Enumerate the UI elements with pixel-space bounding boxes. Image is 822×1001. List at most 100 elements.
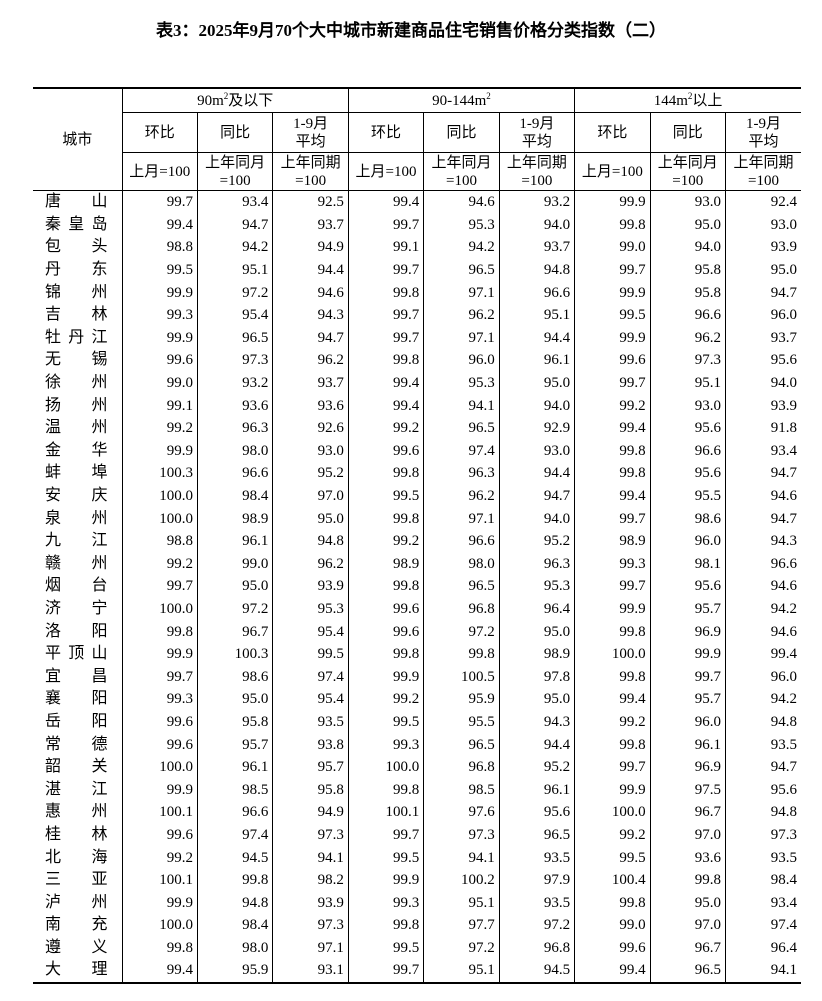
city-cell: 徐州 xyxy=(33,371,123,395)
index-value: 94.3 xyxy=(498,710,576,734)
index-value: 99.8 xyxy=(574,665,651,689)
table-row: 湛江 99.9 98.5 95.8 99.8 98.5 96.1 99.9 97.5 95.6 xyxy=(33,778,801,802)
index-value: 99.9 xyxy=(347,665,425,689)
city-name: 牡丹江 xyxy=(45,328,108,346)
city-name: 宜昌 xyxy=(45,667,108,685)
index-value: 99.4 xyxy=(574,688,651,711)
index-value: 94.9 xyxy=(272,801,349,824)
index-value: 96.2 xyxy=(272,349,349,372)
group-header: 90-144m2 xyxy=(347,87,576,113)
index-value: 98.2 xyxy=(272,868,349,892)
index-value: 95.1 xyxy=(498,303,576,327)
index-value: 93.6 xyxy=(272,394,349,417)
city-name: 秦皇岛 xyxy=(45,215,108,233)
city-cell: 烟台 xyxy=(33,575,123,598)
index-value: 95.4 xyxy=(196,303,274,327)
index-value: 97.4 xyxy=(196,823,274,847)
table-row: 牡丹江 99.9 96.5 94.7 99.7 97.1 94.4 99.9 96.2 93.7 xyxy=(33,326,801,350)
index-value: 99.0 xyxy=(121,371,198,395)
index-value: 99.2 xyxy=(121,846,198,869)
city-cell: 湛江 xyxy=(33,778,123,802)
index-value: 92.6 xyxy=(272,416,349,440)
table-row: 蚌埠 100.3 96.6 95.2 99.8 96.3 94.4 99.8 95.6 94.7 xyxy=(33,462,801,485)
index-value: 100.0 xyxy=(574,801,651,824)
index-value: 96.2 xyxy=(423,484,500,508)
index-value: 95.0 xyxy=(498,688,576,711)
sub-header: 环比 xyxy=(574,112,651,153)
index-value: 93.0 xyxy=(649,190,727,214)
index-value: 96.6 xyxy=(498,281,576,304)
index-value: 95.0 xyxy=(196,688,274,711)
city-name: 遵义 xyxy=(45,938,108,956)
index-value: 92.5 xyxy=(272,190,349,214)
index-value: 94.4 xyxy=(272,258,349,282)
city-cell: 扬州 xyxy=(33,394,123,417)
table-row: 吉林 99.3 95.4 94.3 99.7 96.2 95.1 99.5 96.6 96.0 xyxy=(33,303,801,327)
index-value: 99.6 xyxy=(347,439,425,463)
index-value: 95.6 xyxy=(649,462,727,485)
index-value: 96.1 xyxy=(649,733,727,756)
table-row: 洛阳 99.8 96.7 95.4 99.6 97.2 95.0 99.8 96.9 94.6 xyxy=(33,620,801,643)
index-value: 98.1 xyxy=(649,552,727,576)
index-value: 93.7 xyxy=(272,213,349,237)
index-value: 93.9 xyxy=(725,236,801,259)
city-cell: 九江 xyxy=(33,529,123,553)
index-value: 99.8 xyxy=(347,642,425,666)
index-value: 99.7 xyxy=(649,665,727,689)
index-value: 96.0 xyxy=(649,529,727,553)
index-value: 99.9 xyxy=(574,597,651,621)
index-value: 91.8 xyxy=(725,416,801,440)
group-header: 90m2及以下 xyxy=(121,87,349,113)
index-value: 96.5 xyxy=(423,733,500,756)
index-value: 94.4 xyxy=(498,326,576,350)
index-value: 99.7 xyxy=(574,755,651,779)
index-value: 94.0 xyxy=(498,394,576,417)
index-value: 99.8 xyxy=(347,349,425,372)
index-value: 96.8 xyxy=(423,597,500,621)
index-value: 95.1 xyxy=(649,371,727,395)
index-value: 99.2 xyxy=(574,710,651,734)
base-header: 上月=100 xyxy=(122,152,198,191)
index-value: 95.6 xyxy=(725,349,801,372)
city-cell: 丹东 xyxy=(33,258,123,282)
index-value: 95.8 xyxy=(649,258,727,282)
index-value: 99.7 xyxy=(121,575,198,598)
index-value: 94.4 xyxy=(498,733,576,756)
table-row: 徐州 99.0 93.2 93.7 99.4 95.3 95.0 99.7 95.1 94.0 xyxy=(33,371,801,395)
city-name: 吉林 xyxy=(45,306,108,324)
index-value: 96.5 xyxy=(498,823,576,847)
index-value: 99.9 xyxy=(121,778,198,802)
city-cell: 宜昌 xyxy=(33,665,123,689)
city-cell: 南充 xyxy=(33,914,123,937)
index-value: 94.8 xyxy=(725,801,801,824)
index-value: 94.0 xyxy=(649,236,727,259)
index-value: 99.9 xyxy=(121,642,198,666)
index-value: 99.8 xyxy=(574,733,651,756)
index-value: 96.5 xyxy=(649,959,727,984)
index-value: 99.3 xyxy=(121,688,198,711)
table-row: 襄阳 99.3 95.0 95.4 99.2 95.9 95.0 99.4 95.7 94.2 xyxy=(33,688,801,711)
index-value: 99.9 xyxy=(121,439,198,463)
group-sup: 2 xyxy=(687,90,693,101)
index-value: 99.8 xyxy=(574,891,651,914)
index-value: 96.3 xyxy=(498,552,576,576)
index-value: 96.2 xyxy=(272,552,349,576)
index-value: 94.7 xyxy=(725,281,801,304)
index-value: 95.7 xyxy=(272,755,349,779)
index-value: 97.2 xyxy=(196,281,274,304)
index-value: 100.5 xyxy=(423,665,500,689)
base-header: 上年同期 =100 xyxy=(272,152,349,191)
index-value: 98.4 xyxy=(196,914,274,937)
table-row: 扬州 99.1 93.6 93.6 99.4 94.1 94.0 99.2 93.0 93.9 xyxy=(33,394,801,417)
city-cell: 金华 xyxy=(33,439,123,463)
table-row: 安庆 100.0 98.4 97.0 99.5 96.2 94.7 99.4 95.5 94.6 xyxy=(33,484,801,508)
city-name: 九江 xyxy=(45,532,108,550)
index-value: 100.1 xyxy=(121,801,198,824)
index-value: 98.4 xyxy=(725,868,801,892)
index-value: 99.9 xyxy=(121,891,198,914)
index-value: 95.2 xyxy=(498,529,576,553)
city-cell: 济宁 xyxy=(33,597,123,621)
index-value: 95.0 xyxy=(196,575,274,598)
city-cell: 三亚 xyxy=(33,868,123,892)
table-row: 包头 98.8 94.2 94.9 99.1 94.2 93.7 99.0 94.0 93.9 xyxy=(33,236,801,259)
